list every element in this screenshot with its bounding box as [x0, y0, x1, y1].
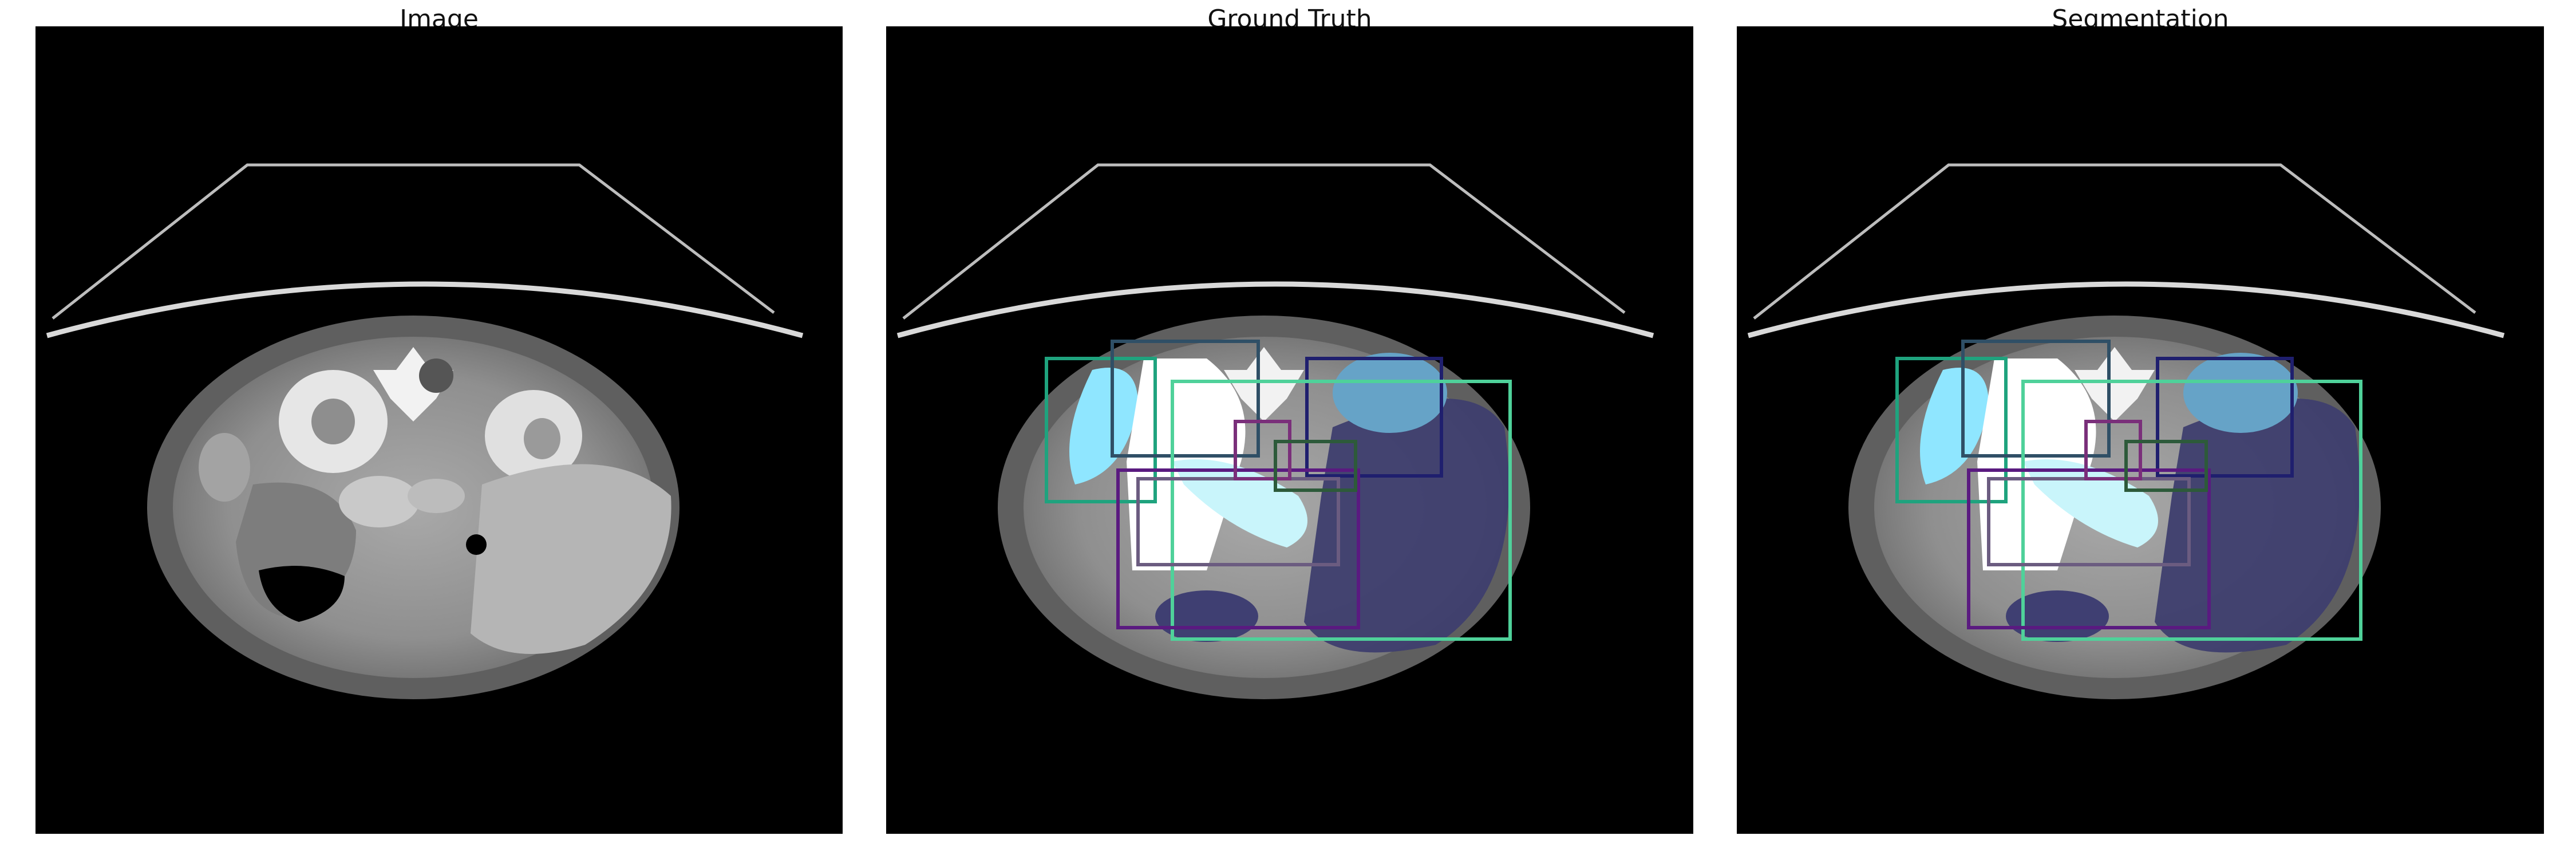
bbox-liver — [2021, 380, 2362, 641]
bbox-spleen — [1045, 357, 1157, 503]
mask-spleen — [1069, 368, 1138, 484]
ct-image-frame — [35, 26, 843, 834]
ground-truth-svg — [896, 163, 1654, 699]
table-outline — [52, 163, 775, 320]
mask-kidney-right — [2183, 353, 2298, 433]
bbox-bowel — [1967, 468, 2211, 629]
table-curve — [46, 281, 804, 338]
spine — [373, 347, 453, 421]
bbox-stomach-upper — [1961, 340, 2111, 458]
bbox-vessel — [1234, 420, 1291, 480]
bbox-spleen — [1895, 357, 2008, 503]
ground-truth-frame — [886, 26, 1693, 834]
ct-image-svg — [46, 163, 804, 699]
bbox-liver — [1171, 380, 1512, 641]
mask-kidney-right — [1333, 353, 1447, 433]
segmentation-svg — [1747, 163, 2505, 699]
bbox-kidney — [2156, 357, 2294, 478]
gas-pocket — [259, 566, 345, 622]
bbox-duodenum — [1274, 440, 1357, 492]
bbox-duodenum — [2124, 440, 2208, 492]
bbox-bowel — [1116, 468, 1360, 629]
bbox-kidney — [1305, 357, 1443, 478]
segmentation-frame — [1737, 26, 2544, 834]
mask-spleen — [1920, 368, 1989, 484]
liver — [471, 464, 671, 654]
bbox-stomach-upper — [1111, 340, 1260, 458]
bbox-vessel — [2084, 420, 2142, 480]
